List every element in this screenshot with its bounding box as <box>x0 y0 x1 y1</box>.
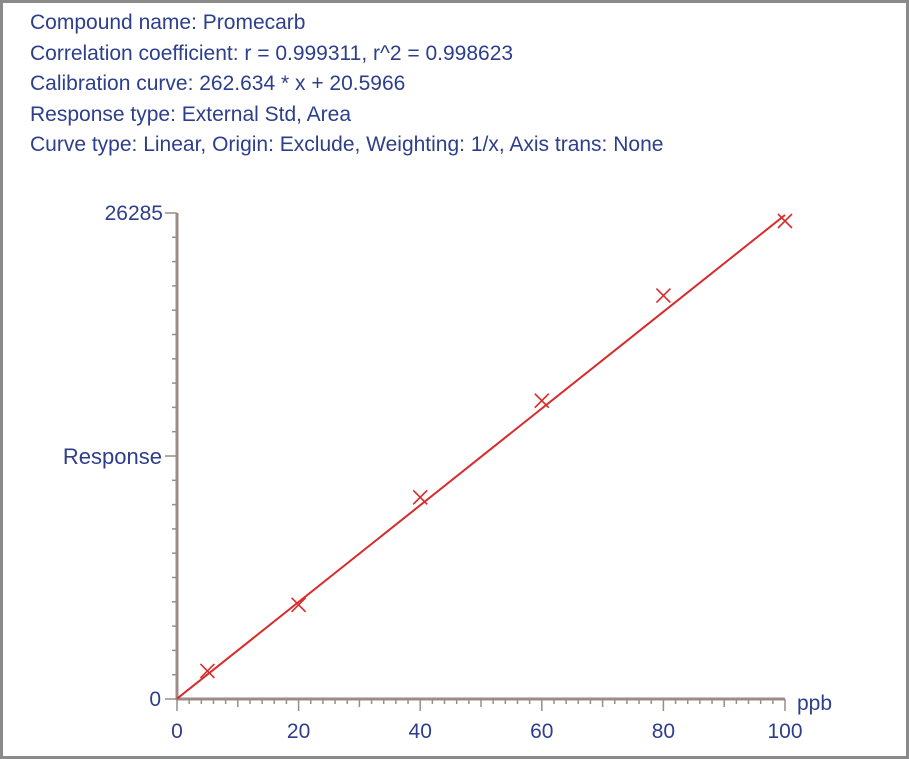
data-point-stroke <box>291 597 307 613</box>
x-tick-label: 20 <box>287 720 310 743</box>
data-point-stroke <box>777 213 793 229</box>
data-point <box>412 489 428 505</box>
data-point <box>199 663 215 679</box>
x-tick-label: 100 <box>767 720 802 743</box>
calibration-info: Compound name: Promecarb Correlation coe… <box>30 8 663 161</box>
y-tick-label: 26285 <box>105 202 163 225</box>
x-tick-label: 0 <box>171 720 183 743</box>
data-points <box>199 213 793 679</box>
y-tick-label: 0 <box>149 688 161 711</box>
data-point <box>291 597 307 613</box>
x-tick-label: 80 <box>652 720 675 743</box>
curve-type-text: Curve type: Linear, Origin: Exclude, Wei… <box>30 133 664 156</box>
fit-line <box>176 214 786 700</box>
data-point-stroke <box>655 288 671 304</box>
compound-name-text: Compound name: Promecarb <box>30 11 306 34</box>
x-axis-title: ppb <box>797 692 832 715</box>
data-point-stroke <box>534 393 550 409</box>
data-point-stroke <box>412 489 428 505</box>
data-point-stroke <box>199 663 215 679</box>
data-point <box>777 213 793 229</box>
x-tick-label: 40 <box>409 720 432 743</box>
axis-labels: 0 20 40 60 80 100 0 26285 Response ppb <box>63 202 832 743</box>
x-tick-label: 60 <box>530 720 553 743</box>
calibration-curve-text: Calibration curve: 262.634 * x + 20.5966 <box>30 72 406 95</box>
data-point <box>655 288 671 304</box>
data-point <box>534 393 550 409</box>
axes <box>165 212 786 711</box>
correlation-text: Correlation coefficient: r = 0.999311, r… <box>30 41 514 65</box>
response-type-text: Response type: External Std, Area <box>30 102 352 126</box>
fit-line-group <box>176 214 786 700</box>
y-axis-title: Response <box>63 444 162 469</box>
